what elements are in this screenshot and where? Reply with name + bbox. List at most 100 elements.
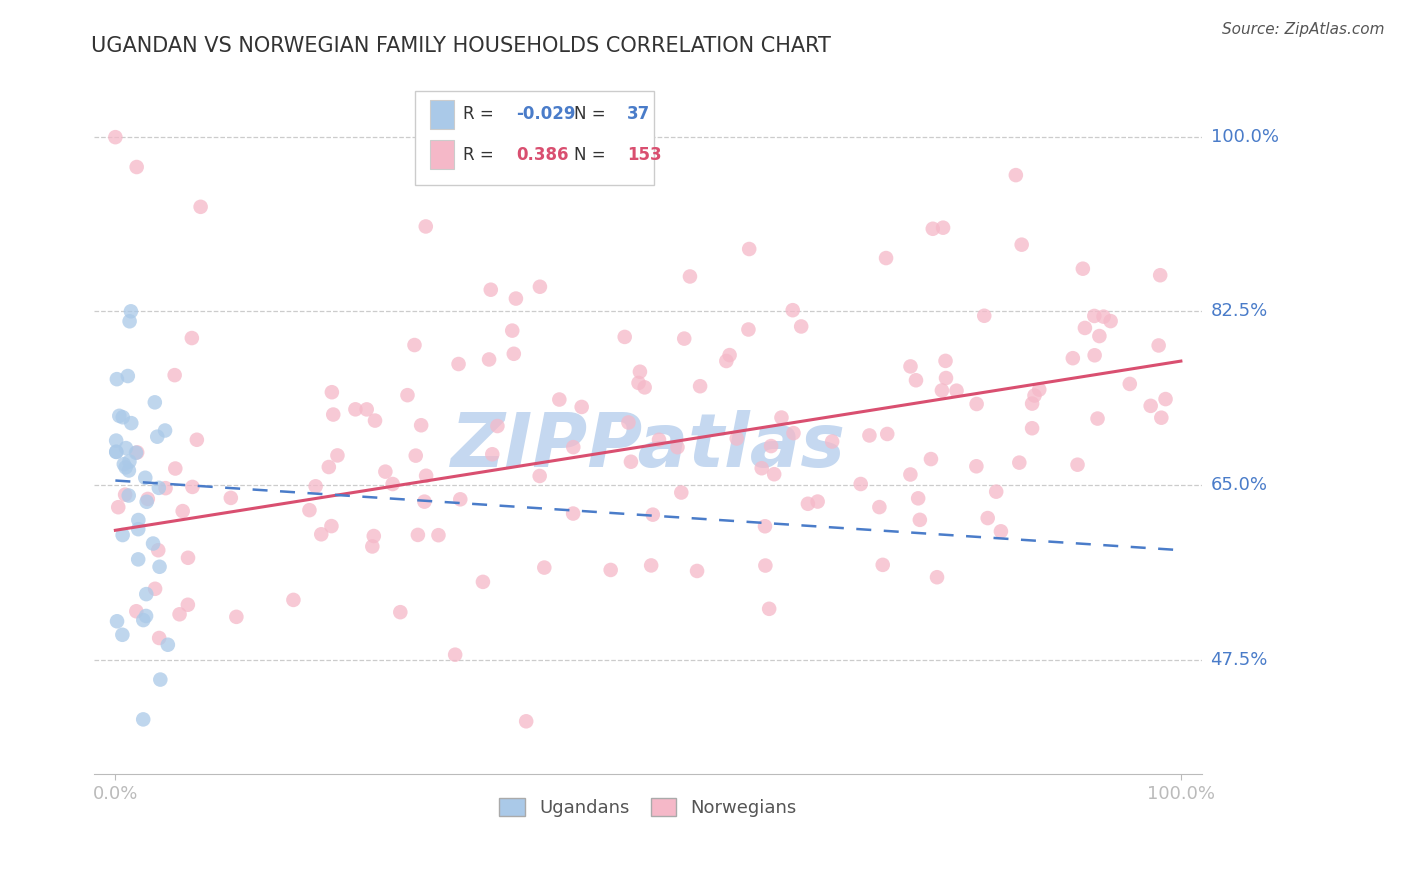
Point — [562, 440, 585, 454]
Point — [515, 714, 537, 729]
Point — [634, 380, 657, 394]
Point — [132, 613, 155, 627]
Point — [118, 314, 141, 328]
Point — [1074, 321, 1097, 335]
Point — [134, 471, 156, 485]
Text: R =: R = — [463, 145, 499, 164]
Point — [127, 522, 149, 536]
Point — [143, 582, 166, 596]
Point — [627, 376, 650, 390]
Point — [763, 467, 786, 482]
Point — [1147, 338, 1170, 352]
Point — [908, 513, 931, 527]
Point — [1021, 396, 1043, 410]
Point — [153, 424, 176, 438]
Point — [932, 220, 955, 235]
Point — [114, 488, 136, 502]
Point — [613, 330, 636, 344]
Point — [1011, 237, 1033, 252]
Text: UGANDAN VS NORWEGIAN FAMILY HOUSEHOLDS CORRELATION CHART: UGANDAN VS NORWEGIAN FAMILY HOUSEHOLDS C… — [91, 36, 831, 55]
Point — [118, 489, 141, 503]
Point — [1099, 314, 1122, 328]
Point — [718, 348, 741, 362]
Point — [104, 130, 127, 145]
Point — [415, 219, 437, 234]
Point — [180, 331, 202, 345]
Point — [427, 528, 450, 542]
Point — [381, 477, 404, 491]
Point — [872, 558, 894, 572]
Point — [105, 434, 128, 448]
Point — [413, 494, 436, 508]
Point — [640, 558, 662, 573]
Point — [190, 200, 212, 214]
Point — [931, 384, 953, 398]
Point — [782, 426, 804, 441]
Point — [125, 604, 148, 618]
Point — [135, 609, 157, 624]
FancyBboxPatch shape — [415, 91, 654, 186]
Point — [770, 410, 793, 425]
Point — [406, 528, 429, 542]
Point — [169, 607, 191, 622]
Point — [673, 332, 696, 346]
Point — [754, 519, 776, 533]
Point — [616, 827, 638, 841]
Point — [690, 812, 713, 826]
Point — [479, 283, 502, 297]
Point — [447, 357, 470, 371]
Point — [115, 441, 138, 455]
Point — [142, 536, 165, 550]
Point — [571, 400, 593, 414]
Point — [165, 461, 187, 475]
Point — [679, 269, 702, 284]
Point — [283, 593, 305, 607]
Point — [744, 802, 766, 816]
Point — [127, 513, 149, 527]
Point — [1071, 261, 1094, 276]
Text: 0.386: 0.386 — [516, 145, 569, 164]
Point — [172, 504, 194, 518]
Point — [966, 397, 988, 411]
Point — [107, 500, 129, 515]
Point — [177, 598, 200, 612]
Point — [111, 528, 134, 542]
Point — [225, 610, 247, 624]
Point — [389, 605, 412, 619]
Point — [1150, 410, 1173, 425]
Point — [1092, 310, 1115, 324]
Point — [111, 628, 134, 642]
Point — [363, 529, 385, 543]
Point — [411, 418, 433, 433]
Point — [112, 457, 135, 471]
Point — [1028, 383, 1050, 397]
Point — [105, 372, 128, 386]
Point — [105, 614, 128, 628]
Point — [754, 558, 776, 573]
Point — [136, 491, 159, 506]
Point — [361, 540, 384, 554]
Point — [135, 587, 157, 601]
Point — [118, 463, 141, 477]
Text: N =: N = — [574, 105, 610, 123]
Point — [449, 492, 471, 507]
Point — [935, 371, 957, 385]
Point — [641, 508, 664, 522]
Point — [505, 292, 527, 306]
Point — [318, 460, 340, 475]
Point — [986, 484, 1008, 499]
Point — [111, 410, 134, 425]
Point — [105, 444, 128, 458]
Point — [120, 416, 142, 430]
Point — [1021, 421, 1043, 435]
Point — [118, 454, 141, 468]
Point — [1087, 411, 1109, 425]
Point — [1088, 329, 1111, 343]
Point — [689, 379, 711, 393]
Point — [181, 480, 204, 494]
Point — [1084, 348, 1107, 362]
Point — [356, 402, 378, 417]
Point — [1139, 399, 1161, 413]
Point — [759, 439, 782, 453]
Point — [415, 468, 437, 483]
